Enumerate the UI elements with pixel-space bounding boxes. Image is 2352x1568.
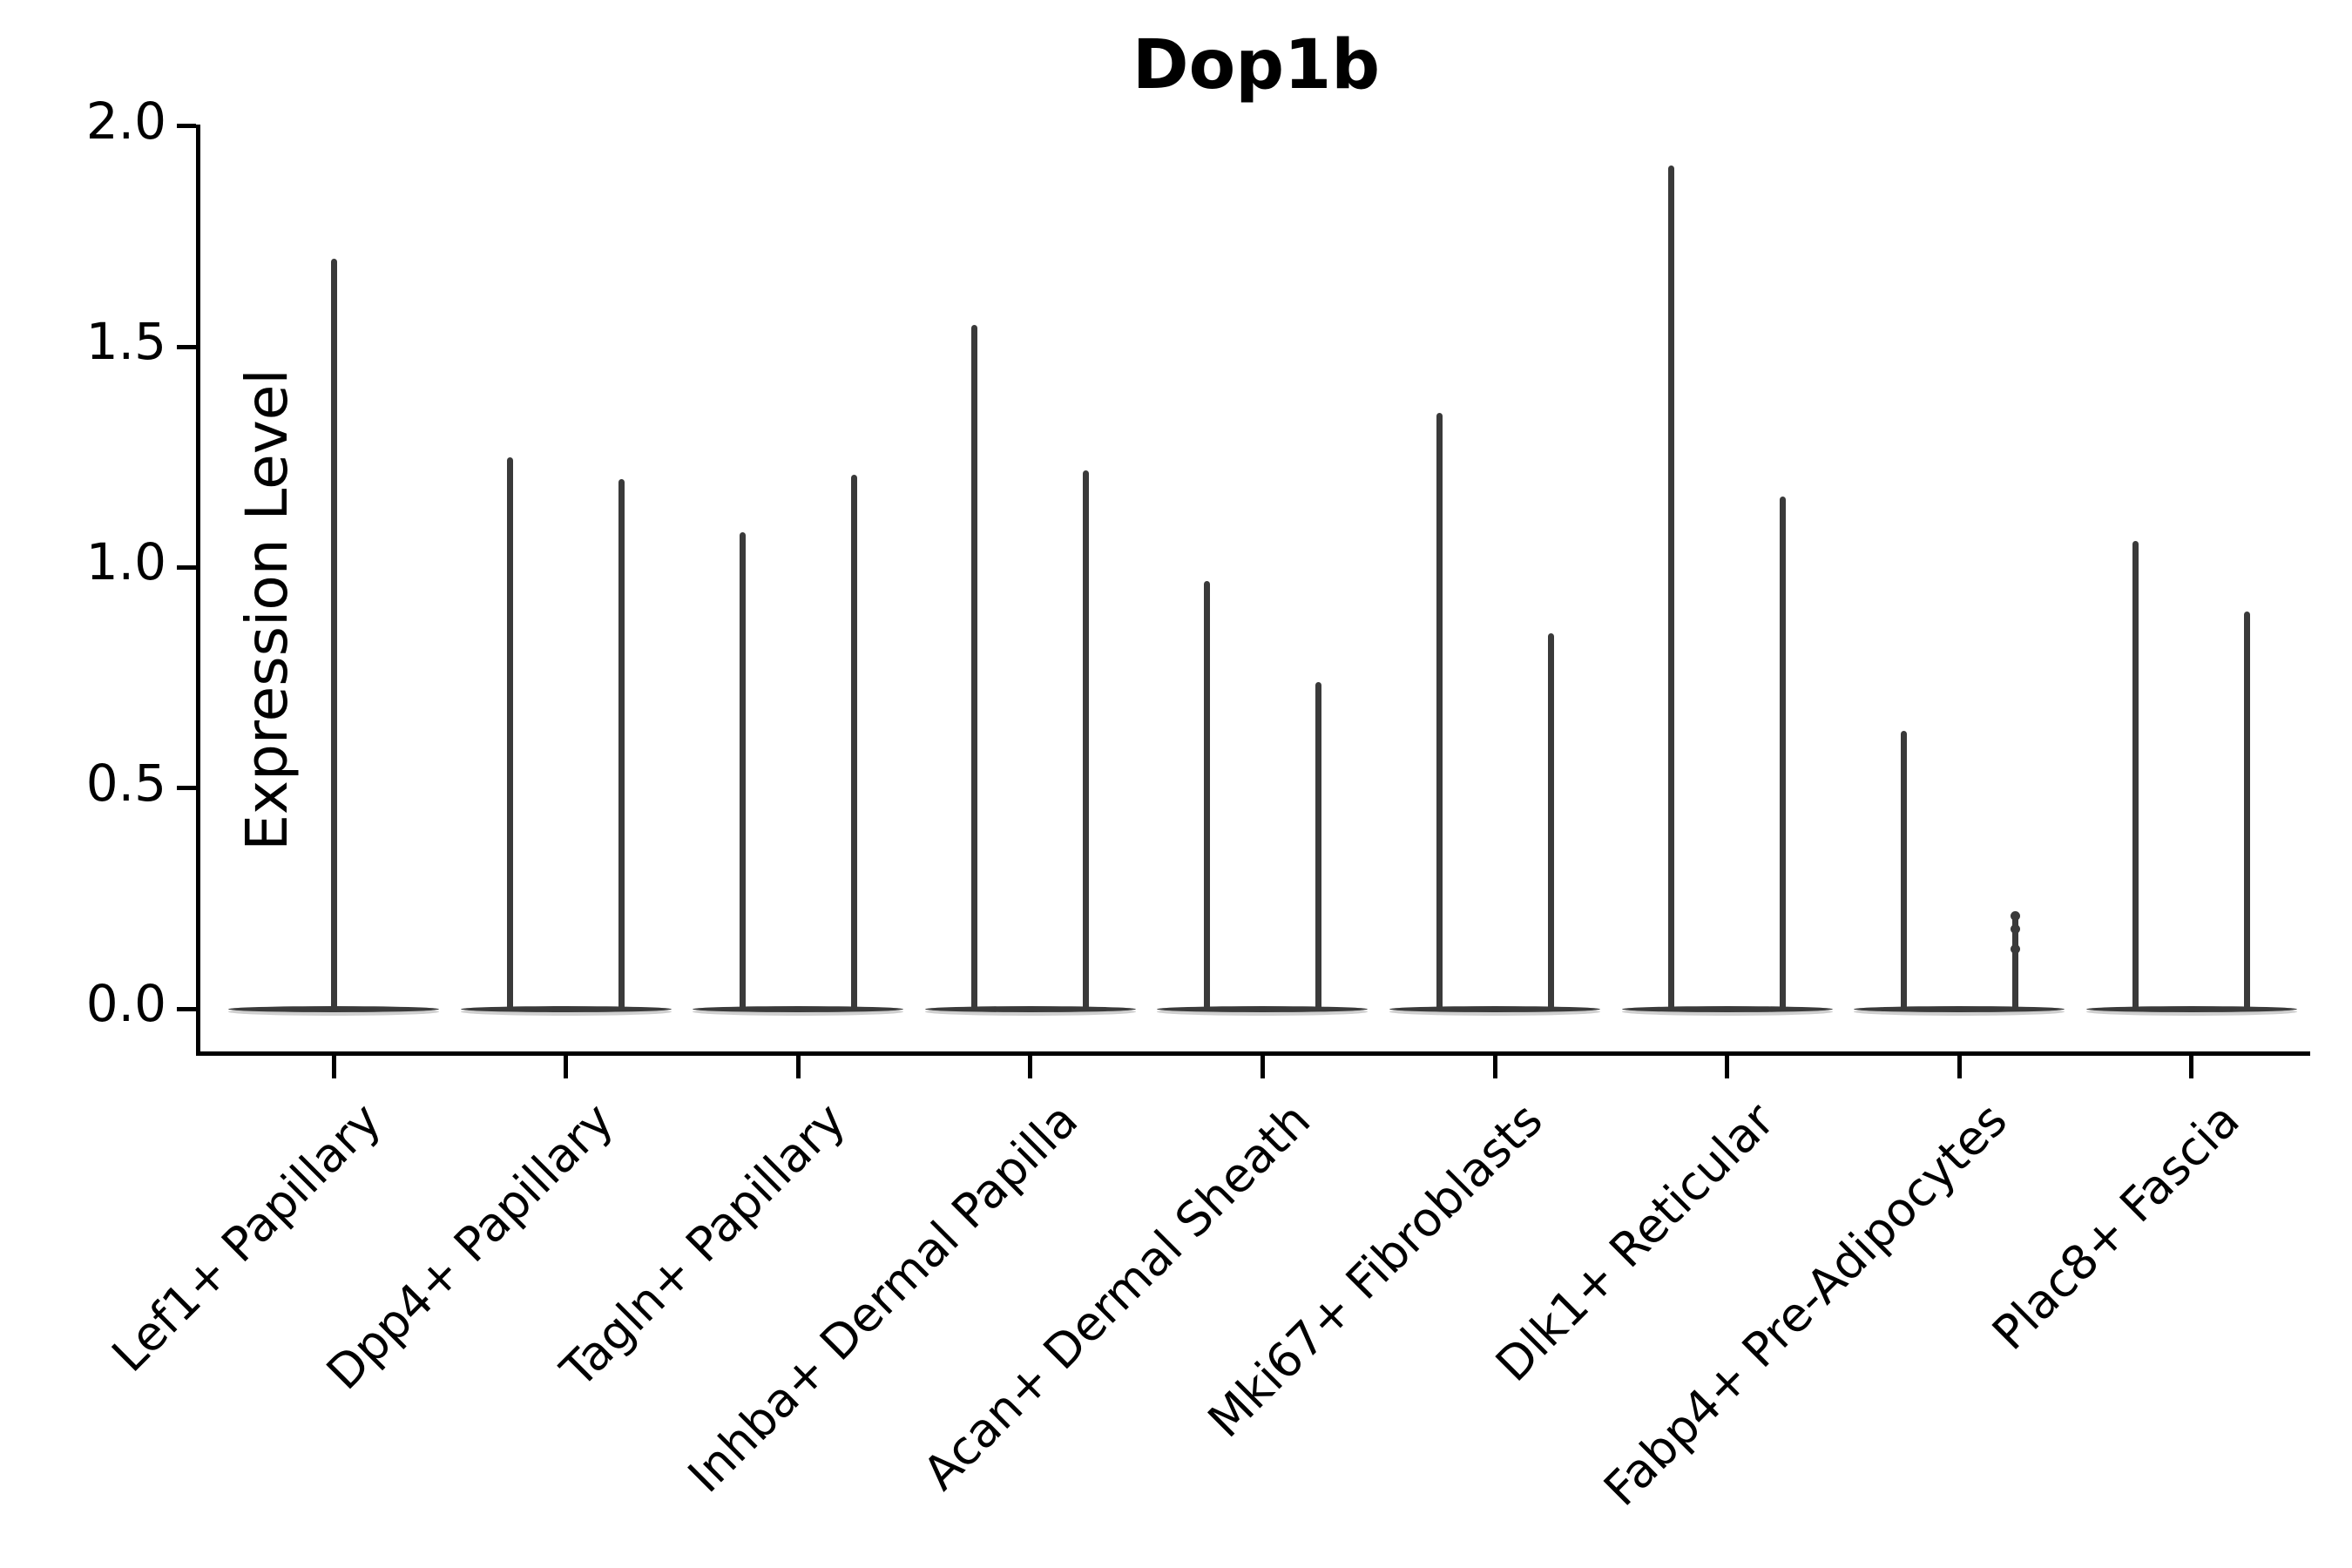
violin-spike: [330, 258, 337, 1010]
y-axis-tick-0.0: [177, 1006, 196, 1011]
violin-base: [1389, 1005, 1600, 1012]
violin-base: [460, 1005, 672, 1012]
x-axis-tick-2: [564, 1056, 569, 1078]
x-axis-tick-6: [1492, 1056, 1497, 1078]
chart-title: Dop1b: [1132, 26, 1381, 105]
y-axis-tick-1.5: [177, 344, 196, 349]
y-tick-label-1.0: 1.0: [85, 532, 166, 592]
violin-spike: [1668, 166, 1675, 1010]
violin-spike: [2132, 541, 2139, 1010]
violin-density-dot: [2010, 924, 2020, 935]
y-axis-tick-0.5: [177, 786, 196, 791]
x-axis-tick-8: [1957, 1056, 1962, 1078]
y-axis-tick-1.0: [177, 564, 196, 570]
x-axis-tick-9: [2189, 1056, 2194, 1078]
violin-base: [1854, 1005, 2065, 1012]
violin-base-fill: [693, 1008, 904, 1016]
plot-area: [196, 125, 2310, 1056]
violin-base-fill: [460, 1008, 672, 1016]
violin-base: [2085, 1005, 2297, 1012]
violin-spike: [1315, 682, 1321, 1010]
y-tick-label-2.0: 2.0: [85, 91, 166, 151]
x-tick-label-5: Acan+ Dermal Sheath: [912, 1092, 1321, 1501]
violin-base: [1157, 1005, 1369, 1012]
violin-spike: [971, 324, 978, 1010]
violin-base-fill: [228, 1008, 439, 1016]
violin-density-dot: [2010, 911, 2020, 922]
violin-base-fill: [1854, 1008, 2065, 1016]
x-axis-tick-7: [1725, 1056, 1730, 1078]
violin-base-fill: [924, 1008, 1136, 1016]
violin-spike: [1780, 497, 1787, 1010]
violin-base: [924, 1005, 1136, 1012]
violin-base: [693, 1005, 904, 1012]
violin-spike: [1900, 730, 1907, 1010]
x-tick-label-9: Plac8+ Fascia: [1981, 1092, 2250, 1361]
violin-base-fill: [1389, 1008, 1600, 1016]
violin-spike: [1547, 633, 1554, 1010]
violin-spike: [1203, 580, 1210, 1010]
violin-base-fill: [1157, 1008, 1369, 1016]
y-tick-label-0.5: 0.5: [85, 753, 166, 813]
violin-density-dot: [2010, 944, 2020, 955]
violin-spike: [739, 531, 746, 1010]
x-axis-tick-1: [331, 1056, 336, 1078]
violin-base-fill: [1621, 1008, 1833, 1016]
y-axis-tick-2.0: [177, 124, 196, 129]
violin-spike: [618, 479, 625, 1010]
violin-spike: [850, 475, 857, 1010]
x-axis-tick-5: [1260, 1056, 1265, 1078]
violin-spike: [2011, 911, 2018, 1010]
x-axis-tick-3: [795, 1056, 801, 1078]
violin-spike: [1083, 470, 1090, 1010]
y-tick-label-1.5: 1.5: [85, 312, 166, 372]
violin-base-fill: [2085, 1008, 2297, 1016]
violin-spike: [1436, 413, 1443, 1010]
y-tick-label-0.0: 0.0: [85, 974, 166, 1033]
violin-spike: [2244, 612, 2251, 1010]
x-axis-tick-4: [1028, 1056, 1033, 1078]
x-tick-label-8: Fabp4+ Pre-Adipocytes: [1592, 1092, 2017, 1517]
violin-base: [1621, 1005, 1833, 1012]
x-tick-label-4: Inhba+ Dermal Papilla: [677, 1092, 1089, 1504]
violin-spike: [507, 456, 514, 1010]
